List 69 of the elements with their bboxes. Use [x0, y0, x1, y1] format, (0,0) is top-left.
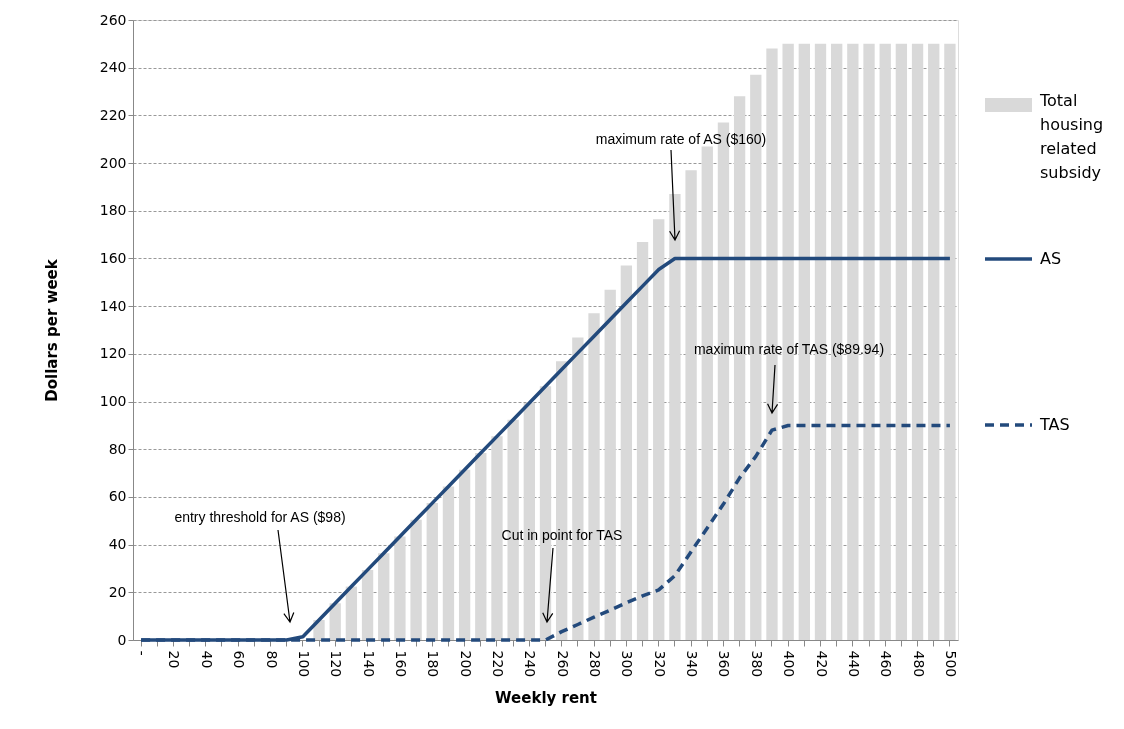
bar [410, 519, 422, 640]
x-tick-label: 180 [425, 650, 442, 678]
annotation: Cut in point for TAS [501, 527, 623, 543]
y-tick-label: 240 [99, 59, 127, 76]
y-tick-label: 60 [108, 488, 127, 505]
x-tick-label: 80 [263, 650, 280, 669]
bar [361, 569, 374, 640]
bar [442, 486, 455, 640]
x-tick-label: 280 [587, 650, 604, 678]
legend-label: TAS [1039, 415, 1070, 434]
bar [491, 436, 503, 640]
x-tick-label: 260 [554, 650, 571, 678]
x-tick-label: 100 [295, 650, 312, 678]
bar [345, 586, 358, 640]
y-tick-label: 80 [108, 440, 127, 457]
y-tick-label: 160 [99, 249, 127, 266]
bar [620, 265, 633, 640]
x-tick-label: 20 [166, 650, 183, 669]
x-tick-label: 340 [684, 650, 701, 678]
bar [928, 43, 940, 640]
y-tick-label: 0 [117, 631, 127, 648]
bar [394, 536, 406, 640]
y-tick-label: 180 [99, 202, 127, 219]
bar [458, 469, 471, 640]
x-tick-label: 220 [489, 650, 506, 678]
x-tick-label: 400 [781, 650, 798, 678]
y-tick-label: 40 [108, 536, 127, 553]
x-tick-label: 440 [845, 650, 862, 678]
x-tick-label: 120 [328, 650, 345, 678]
bar [475, 453, 487, 640]
y-tick-label: 200 [99, 154, 127, 171]
y-tick-label: 100 [99, 393, 127, 410]
bar [944, 43, 956, 640]
x-tick-label: 140 [360, 650, 377, 678]
bar [895, 43, 908, 640]
y-tick-label: 20 [108, 583, 127, 600]
bar [378, 553, 390, 640]
x-tick-label: 240 [522, 650, 539, 678]
y-tick-label: 260 [99, 11, 127, 28]
x-axis-title: Weekly rent [495, 689, 597, 708]
bar [911, 43, 924, 640]
x-tick-label: 200 [457, 650, 474, 678]
x-tick-label: 460 [878, 650, 895, 678]
legend-label: AS [1040, 249, 1062, 268]
x-tick-label: 480 [910, 650, 927, 678]
bar [523, 402, 535, 640]
x-tick-label: 160 [392, 650, 409, 678]
x-tick-label: - [134, 650, 151, 656]
bar [653, 219, 665, 640]
y-tick-label: 120 [99, 345, 127, 362]
annotation: entry threshold for AS ($98) [174, 509, 346, 525]
x-tick-label: 420 [813, 650, 830, 678]
bar [669, 194, 681, 640]
annotation: maximum rate of TAS ($89.94) [693, 341, 885, 357]
x-tick-label: 380 [748, 650, 765, 678]
x-tick-label: 500 [942, 650, 959, 678]
y-axis-title: Dollars per week [42, 258, 61, 402]
y-tick-label: 220 [99, 106, 127, 123]
legend-label: Total housing related subsidy [1039, 91, 1104, 182]
bar [685, 170, 697, 640]
x-tick-label: 320 [651, 650, 668, 678]
x-tick-label: 300 [619, 650, 636, 678]
annotation: maximum rate of AS ($160) [595, 131, 767, 147]
x-tick-label: 60 [231, 650, 248, 669]
x-tick-label: 40 [198, 650, 215, 669]
bar [426, 503, 438, 640]
x-tick-label: 360 [716, 650, 733, 678]
bar [636, 242, 649, 640]
y-tick-label: 140 [99, 297, 127, 314]
